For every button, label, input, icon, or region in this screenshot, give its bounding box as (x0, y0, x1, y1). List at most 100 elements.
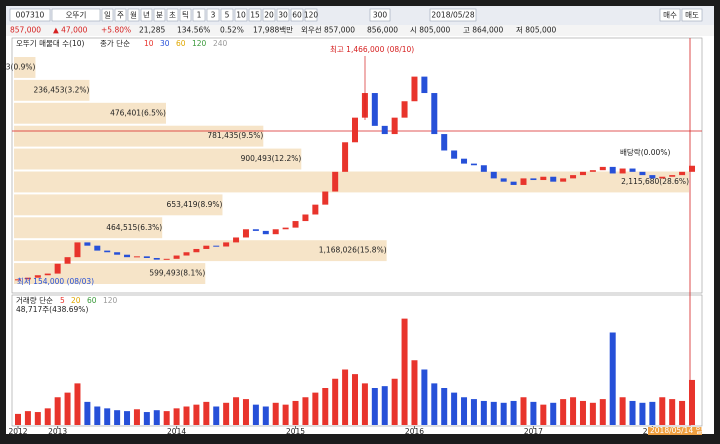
legend-entry: 5 (60, 296, 65, 305)
candle (302, 214, 309, 222)
sell-button-box[interactable] (681, 8, 703, 22)
quote-item: 857,000 (10, 26, 41, 35)
interval-button-box[interactable] (192, 8, 206, 22)
profile-bar (14, 171, 689, 193)
volume-bar (361, 383, 368, 425)
candle (659, 176, 666, 179)
date-field-box[interactable] (429, 8, 477, 22)
profile-bar (14, 194, 223, 216)
volume-bar (94, 406, 101, 425)
interval-button[interactable]: 1 (197, 11, 202, 20)
volume-bar (74, 383, 81, 425)
profile-bar (14, 263, 206, 284)
period-button-box[interactable] (179, 8, 192, 22)
x-tick-label: 2012 (8, 427, 27, 436)
candle (649, 175, 656, 179)
profile-label: 236,453(3.2%) (34, 85, 90, 94)
period-button[interactable]: 틱 (182, 10, 189, 20)
candle (391, 117, 398, 135)
volume-bar (371, 388, 378, 425)
interval-button-box[interactable] (234, 8, 248, 22)
sell-button[interactable]: 매도 (685, 11, 699, 20)
profile-label: 476,401(6.5%) (110, 108, 166, 117)
volume-bar (84, 401, 91, 425)
volume-bar (44, 408, 51, 425)
legend-entry: 20 (71, 296, 81, 305)
candle (629, 168, 636, 172)
count-field-box[interactable] (369, 8, 391, 22)
interval-button[interactable]: 20 (264, 11, 274, 20)
candle (461, 158, 468, 164)
period-button-box[interactable] (101, 8, 114, 22)
quote-item: 0.52% (220, 26, 244, 35)
period-button[interactable]: 초 (169, 11, 176, 20)
stock-name-box[interactable] (51, 8, 101, 22)
interval-button-box[interactable] (206, 8, 220, 22)
volume-bar (292, 400, 299, 425)
candle (470, 163, 477, 166)
volume-bar (490, 401, 497, 425)
legend-entry: 30 (160, 39, 170, 48)
volume-bar (342, 369, 349, 425)
profile-label: 900,493(12.2%) (241, 154, 302, 163)
interval-button[interactable]: 120 (304, 11, 319, 20)
volume-bar (233, 397, 240, 425)
volume-bar (54, 397, 61, 425)
candle (64, 257, 71, 264)
candle (441, 134, 448, 151)
candle (24, 277, 31, 280)
interval-button[interactable]: 10 (236, 11, 246, 20)
period-button[interactable]: 년 (143, 10, 150, 20)
candle (94, 245, 101, 251)
buy-button-box[interactable] (659, 8, 681, 22)
buy-button[interactable]: 매수 (663, 11, 677, 20)
period-button[interactable]: 일 (104, 11, 111, 20)
quote-bar (6, 25, 714, 36)
volume-bar (143, 412, 150, 425)
candle (292, 221, 299, 228)
quote-item: 134.56% (177, 26, 210, 35)
candle (689, 165, 695, 172)
volume-bar (34, 412, 41, 425)
candle (143, 256, 150, 258)
stock-code[interactable]: 007310 (16, 11, 45, 20)
period-button[interactable]: 월 (130, 10, 137, 20)
period-button[interactable]: 분 (156, 11, 163, 20)
stock-name[interactable]: 오뚜기 (66, 11, 87, 20)
period-button[interactable]: 주 (117, 11, 124, 20)
candle (233, 237, 240, 243)
interval-button-box[interactable] (248, 8, 262, 22)
volume-profile: 67,193(0.9%) 236,453(3.2%) 476,401(6.5%) 78… (0, 57, 689, 284)
volume-bar (629, 400, 636, 425)
interval-button[interactable]: 5 (225, 11, 230, 20)
volume-bar (589, 402, 596, 425)
stock-code-box[interactable] (9, 8, 51, 22)
volume-last: 48,717주(438.69%) (16, 305, 88, 314)
period-button-box[interactable] (114, 8, 127, 22)
candle (193, 248, 200, 253)
period-button-box[interactable] (153, 8, 166, 22)
volume-bar (203, 401, 210, 425)
x-tick-label: 2016 (405, 427, 424, 436)
interval-button[interactable]: 3 (211, 11, 216, 20)
interval-button-box[interactable] (220, 8, 234, 22)
period-button-box[interactable] (166, 8, 179, 22)
volume-bar (272, 402, 279, 425)
interval-button-box[interactable] (304, 8, 318, 22)
period-button-box[interactable] (127, 8, 140, 22)
volume-bar (64, 392, 71, 425)
period-button-box[interactable] (140, 8, 153, 22)
candle (520, 178, 527, 185)
low-annotation: 최저 154,000 (08/03) (17, 276, 94, 286)
profile-bar (14, 148, 302, 170)
interval-button[interactable]: 15 (250, 11, 260, 20)
interval-button[interactable]: 60 (292, 11, 302, 20)
interval-button-box[interactable] (262, 8, 276, 22)
candle (272, 229, 279, 235)
count-field[interactable]: 300 (373, 11, 388, 20)
date-field[interactable]: 2018/05/28 (431, 11, 474, 20)
volume-bar (550, 402, 557, 425)
interval-button-box[interactable] (276, 8, 290, 22)
interval-button[interactable]: 30 (278, 11, 288, 20)
interval-button-box[interactable] (290, 8, 304, 22)
